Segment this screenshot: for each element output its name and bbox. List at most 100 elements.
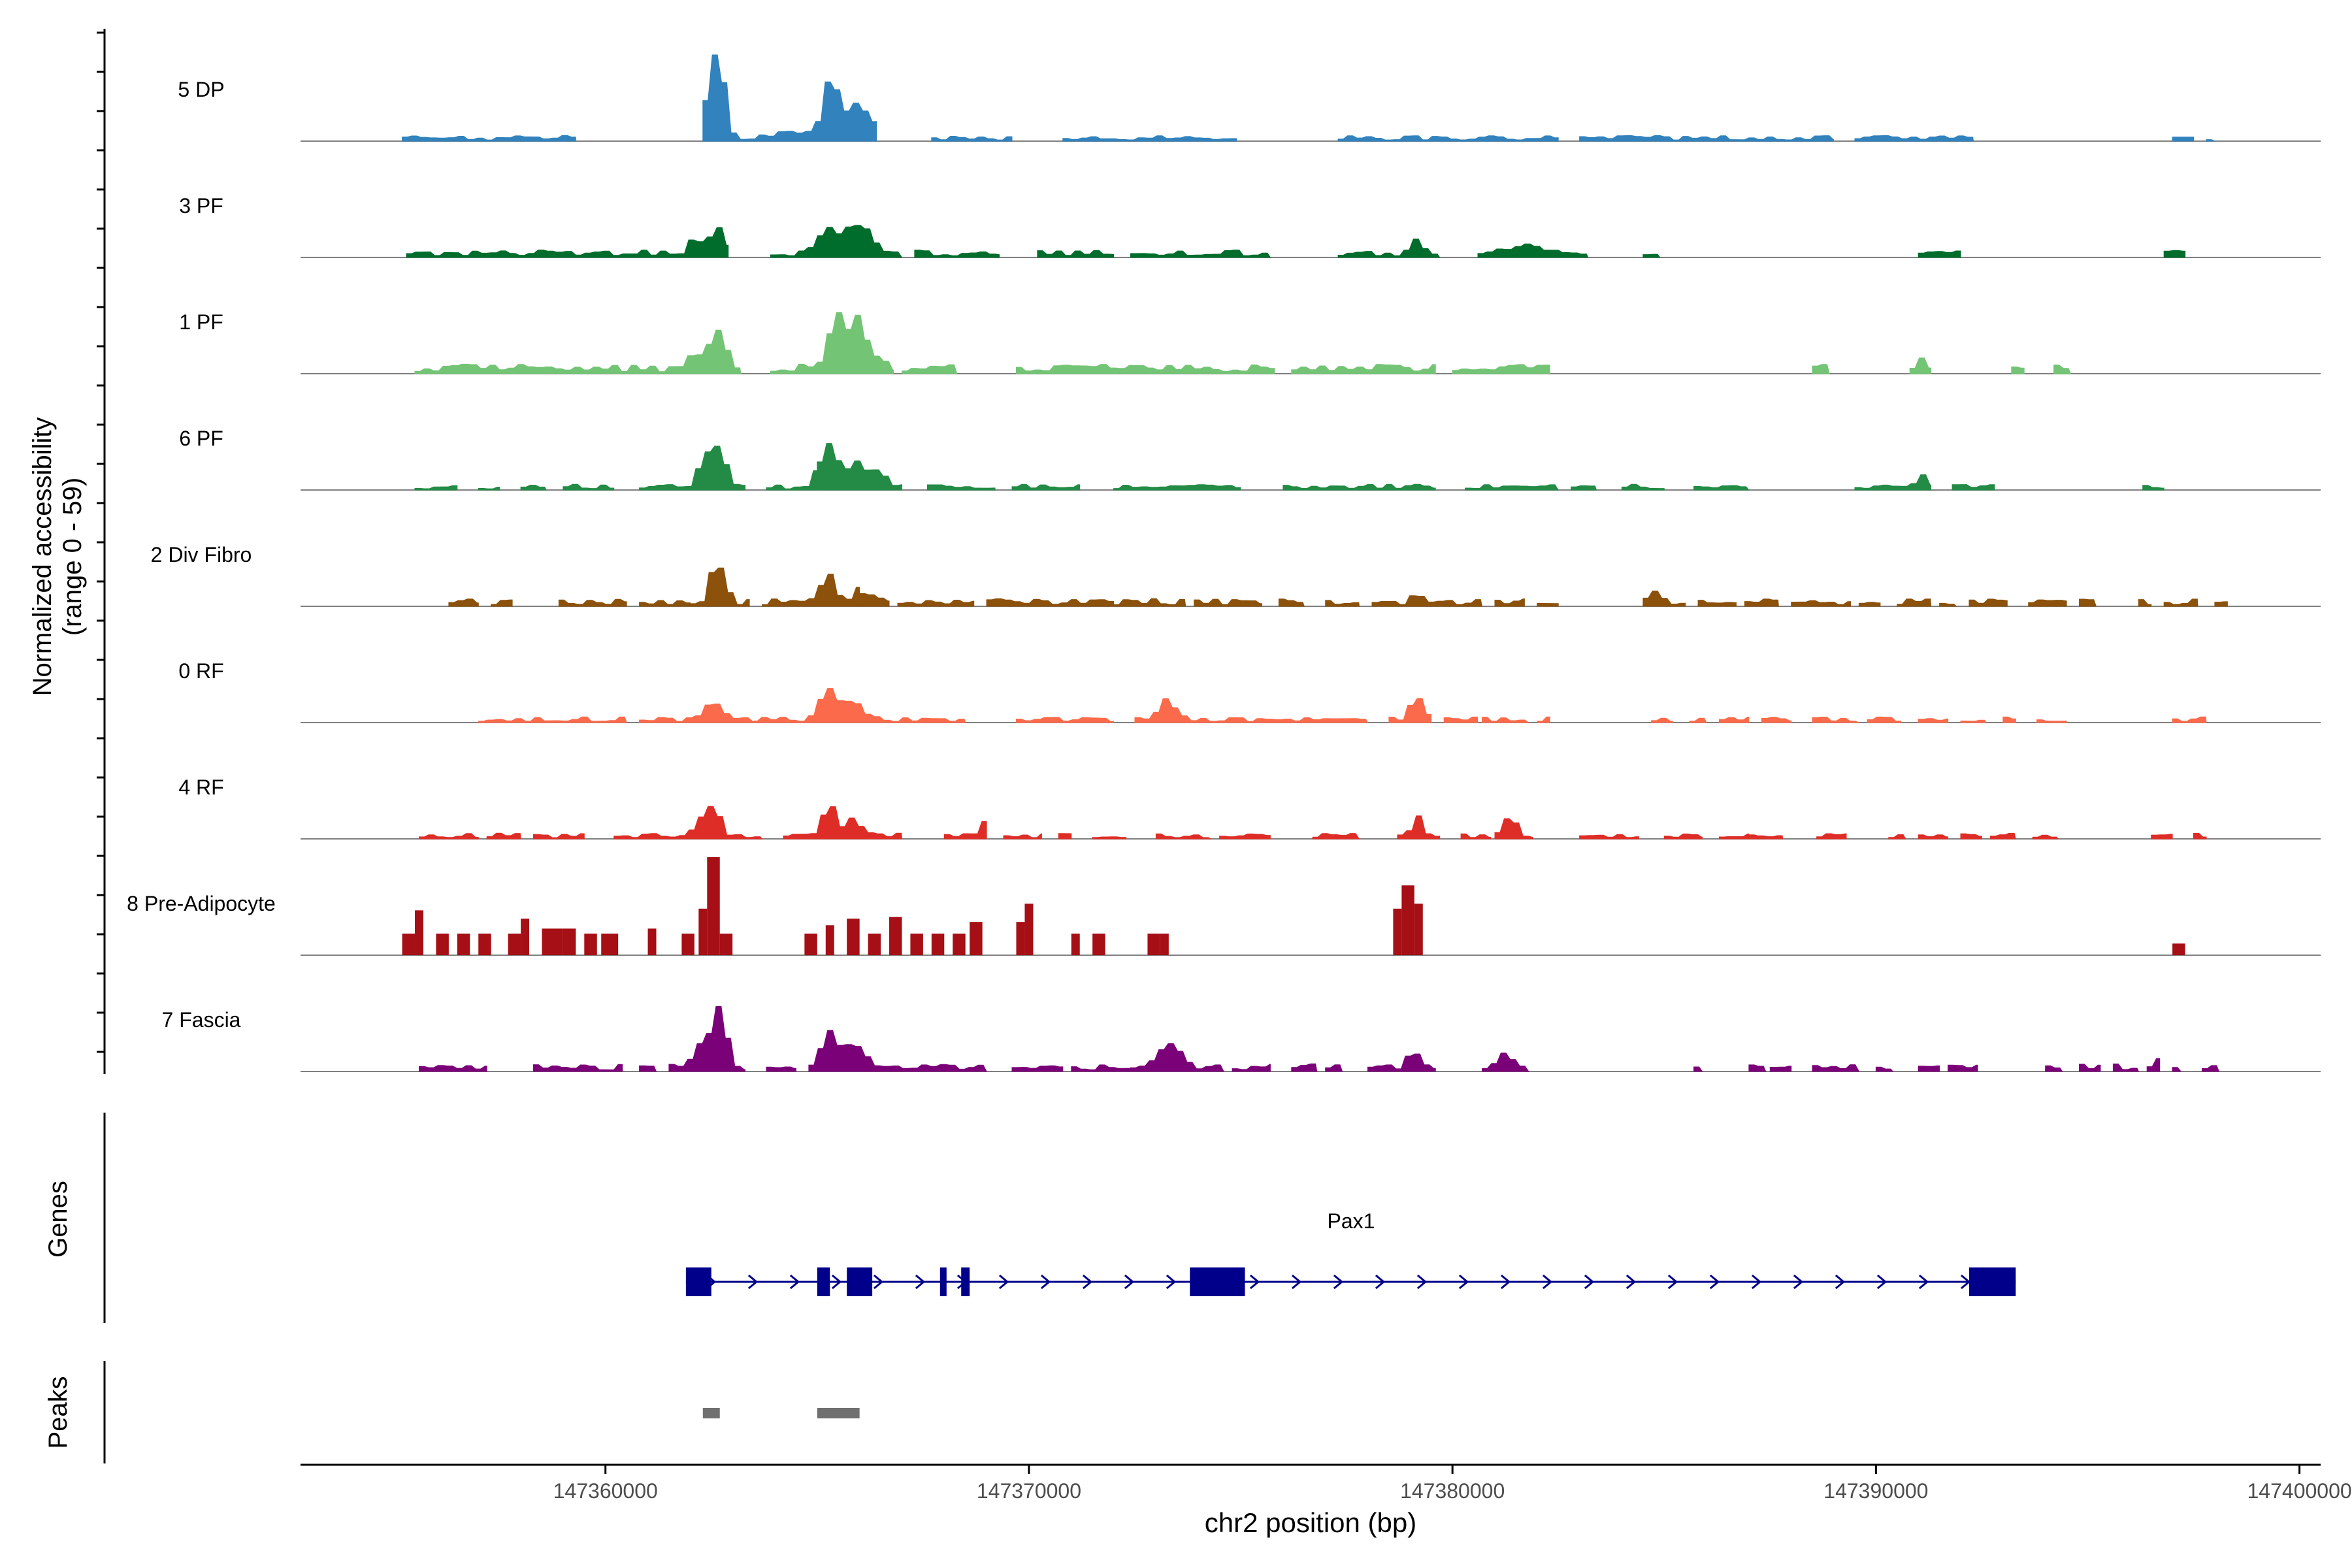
y-axis [97,29,106,1074]
coverage-region [914,250,1000,258]
strand-arrow [1751,1274,1762,1290]
coverage-region [1719,717,1750,723]
coverage-region [1761,717,1792,723]
coverage-region [1482,717,1530,723]
strand-arrow [1584,1274,1595,1290]
coverage-region [808,1030,987,1072]
track-0-rf: 0 RF [178,659,2321,723]
coverage-region [1939,602,1957,607]
coverage-region [1016,717,1115,723]
coverage-bar [542,928,563,955]
coverage-region [1367,1053,1436,1072]
coverage-region [1621,483,1665,491]
coverage-bar [1147,933,1160,955]
coverage-region [1854,474,1932,491]
gene-exon [961,1267,970,1296]
coverage-region [1477,243,1589,258]
coverage-bar [1092,933,1105,955]
coverage-region [2002,716,2016,723]
track-2-div-fibro: 2 Div Fibro [151,543,2321,607]
coverage-region [478,487,500,491]
track-8-pre-adipocyte: 8 Pre-Adipocyte [127,857,2321,956]
strand-arrow [873,1274,884,1290]
coverage-region [986,598,1115,607]
coverage-region [639,688,966,723]
coverage-region [1858,602,1881,607]
coverage-region [1460,833,1491,840]
coverage-region [2163,250,2186,258]
coverage-region [1337,238,1441,258]
coverage-region [2193,832,2207,840]
coverage-region [486,832,521,840]
coverage-region [1875,1066,1894,1072]
coverage-region [1791,600,1851,607]
coverage-region [770,225,903,258]
peaks-panel [103,1361,860,1463]
peak-region [817,1408,860,1418]
strand-arrow [1918,1274,1929,1290]
coverage-region [533,833,585,840]
coverage-region [1113,598,1186,607]
strand-arrow [747,1274,759,1290]
coverage-region [1011,484,1081,491]
coverage-region [1219,833,1271,840]
coverage-bar [825,925,834,955]
coverage-region [1312,833,1360,840]
coverage-region [1325,1064,1343,1072]
coverage-region [1494,598,1525,607]
coverage-region [1482,1053,1529,1072]
coverage-region [1642,591,1686,607]
coverage-region [1494,818,1533,840]
coverage-region [1571,485,1597,491]
genes-panel-label: Genes [44,1181,73,1258]
coverage-region [2151,834,2173,840]
gene-name-label: Pax1 [1328,1209,1375,1233]
strand-arrow [1876,1274,1887,1290]
track-4-rf: 4 RF [178,776,2321,840]
coverage-region [1989,832,2016,840]
peak-region [702,1408,720,1418]
coverage-region [1291,1063,1318,1072]
coverage-region [783,806,903,840]
coverage-bar [1393,908,1402,955]
x-axis-label: chr2 position (bp) [1205,1507,1417,1538]
coverage-region [926,484,996,491]
coverage-bar [563,928,576,955]
coverage-region [1812,1064,1860,1072]
gene-exon [685,1267,711,1296]
coverage-region [1918,834,1949,840]
track-1-pf: 1 PF [179,310,2321,374]
coverage-bar [402,933,416,955]
coverage-bar [953,933,966,955]
coverage-region [406,227,729,258]
coverage-region [414,329,742,374]
coverage-region [2112,1063,2140,1072]
coverage-bar [1016,922,1025,955]
x-tick-label: 147400000 [2247,1479,2352,1503]
coverage-region [1371,595,1483,607]
coverage-region [1282,483,1436,491]
strand-arrow [1124,1274,1135,1290]
coverage-region [1037,250,1115,258]
coverage-region [1397,815,1441,840]
coverage-region [2146,1058,2161,1072]
coverage-region [1812,364,1830,374]
coverage-region [1071,1064,1131,1072]
coverage-region [1918,250,1961,258]
coverage-region [1697,600,1737,607]
coverage-region [1948,1064,1978,1072]
coverage-region [1388,698,1432,723]
coverage-region [1452,364,1550,374]
coverage-bar [647,928,657,955]
strand-arrow [1082,1274,1093,1290]
coverage-region [2079,1064,2101,1072]
coverage-region [1291,364,1436,374]
coverage-region [2172,716,2207,723]
y-axis-label-line1: Normalized accessibility [28,417,57,696]
track-label: 6 PF [179,427,223,450]
coverage-region [1918,718,1949,723]
coverage-region [859,593,890,607]
coverage-region [1113,484,1241,491]
strand-arrow [789,1274,800,1290]
coverage-bar [931,933,945,955]
